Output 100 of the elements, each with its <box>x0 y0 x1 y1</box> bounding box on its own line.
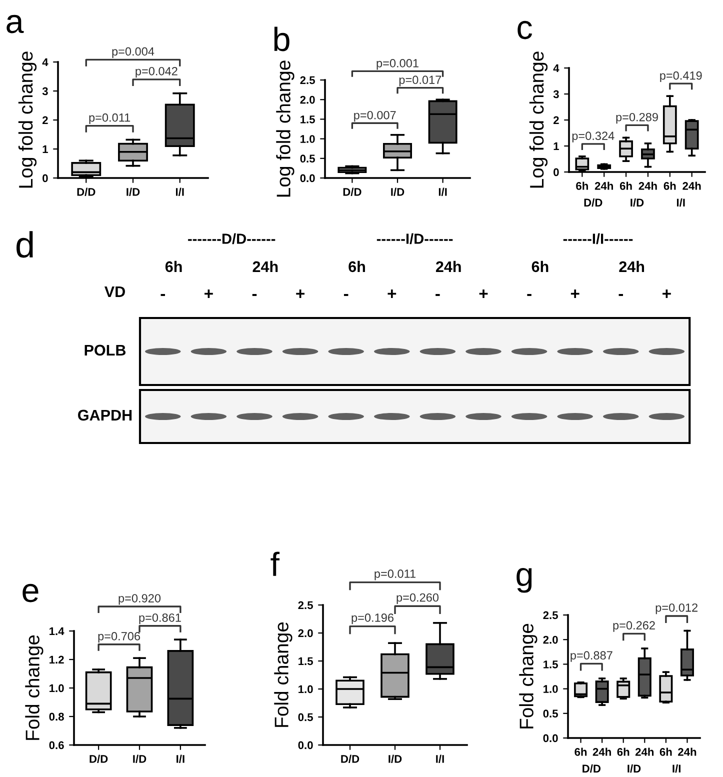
x-tick-label: I/I <box>176 188 184 196</box>
y-tick-label: 0.0 <box>300 174 315 182</box>
x-tick-label: 6h <box>620 182 632 190</box>
x-tick-label: 24h <box>592 748 611 756</box>
y-tick-label: 0.0 <box>298 741 313 750</box>
text: 6h <box>532 260 548 272</box>
annotation: p=0.419 <box>660 71 702 82</box>
text: GAPDH <box>78 410 132 421</box>
annotation: p=0.196 <box>352 613 394 624</box>
y-axis-title: Fold change <box>25 635 44 740</box>
y-tick-label: 2 <box>553 116 559 124</box>
y-tick-label: 0.5 <box>298 713 313 722</box>
x-tick-label: I/I <box>438 188 447 196</box>
x-tick-label: I/D <box>388 754 402 763</box>
annotation: p=0.706 <box>98 632 140 643</box>
y-tick-label: 1.0 <box>298 685 313 694</box>
text: - <box>252 294 257 296</box>
y-axis-title: Fold change <box>519 624 538 728</box>
text: 24h <box>252 260 278 272</box>
text: D/D <box>584 198 602 207</box>
x-tick-label: I/I <box>436 754 444 763</box>
y-tick-label: 1.0 <box>544 685 558 693</box>
x-tick-label: D/D <box>341 754 360 763</box>
annotation: p=0.007 <box>354 110 396 122</box>
chart-title: a <box>6 14 24 34</box>
text: 24h <box>619 260 644 272</box>
text: ------I/I------ <box>563 233 633 244</box>
text: + <box>296 290 304 298</box>
text: I/D <box>630 198 644 207</box>
y-tick-label: 0 <box>554 168 559 176</box>
y-tick-label: 2.0 <box>298 629 313 638</box>
y-tick-label: 0.0 <box>543 734 558 742</box>
y-axis-title: Fold change <box>274 622 292 727</box>
annotation: p=0.324 <box>572 132 614 142</box>
x-tick-label: D/D <box>343 188 362 196</box>
text: p=0.012 <box>656 603 698 614</box>
text: p=0.861 <box>139 613 181 624</box>
x-tick-label: I/D <box>391 188 404 196</box>
y-tick-label: 1.5 <box>298 657 313 666</box>
chart-title: g <box>516 568 532 593</box>
y-tick-label: 3 <box>42 87 48 96</box>
y-tick-label: 1.0 <box>50 684 64 692</box>
x-tick-label: 6h <box>660 748 672 756</box>
y-tick-label: 4 <box>42 58 48 66</box>
text: - <box>527 294 532 296</box>
annotation: p=0.262 <box>613 621 655 632</box>
text: D/D <box>582 764 601 773</box>
chart-title: b <box>274 26 290 52</box>
annotation: p=0.017 <box>399 76 442 86</box>
x-tick-label: 6h <box>617 748 630 756</box>
x-tick-label: 6h <box>576 182 588 190</box>
y-tick-label: 2.5 <box>543 611 558 620</box>
y-tick-label: 0.5 <box>543 710 558 718</box>
x-tick-label: I/D <box>133 754 146 763</box>
text: I/D <box>628 764 641 773</box>
x-tick-label: 6h <box>574 748 587 756</box>
y-tick-label: 1.5 <box>300 116 315 124</box>
text: -------D/D------ <box>188 233 276 244</box>
x-tick-label: 24h <box>678 748 696 756</box>
text: - <box>436 294 440 296</box>
chart-title: f <box>270 552 280 576</box>
x-tick-label: 6h <box>664 182 676 190</box>
text: POLB <box>84 344 126 356</box>
annotation: p=0.887 <box>570 651 612 662</box>
text: VD <box>104 286 125 297</box>
chart-title: c <box>518 20 532 40</box>
y-tick-label: 1.0 <box>300 135 315 143</box>
text: - <box>344 294 348 296</box>
y-tick-label: 0 <box>42 174 48 182</box>
text: ------I/D------ <box>376 233 453 244</box>
text: 24h <box>436 260 461 272</box>
y-tick-label: 2.5 <box>298 601 313 610</box>
x-tick-label: I/I <box>176 754 184 763</box>
text: - <box>160 294 166 296</box>
y-tick-label: 3 <box>553 90 559 98</box>
chart-title: e <box>22 584 38 602</box>
y-tick-label: 2.0 <box>543 636 558 644</box>
y-tick-label: 4 <box>553 64 560 72</box>
text: I/I <box>672 764 680 773</box>
annotation: p=0.042 <box>136 66 178 78</box>
text: - <box>618 294 624 296</box>
x-tick-label: 24h <box>594 182 613 190</box>
annotation: p=0.289 <box>616 112 658 124</box>
text: + <box>479 290 488 298</box>
annotation: p=0.011 <box>89 113 130 124</box>
x-tick-label: 24h <box>682 182 701 190</box>
y-tick-label: 1.4 <box>50 627 64 636</box>
text: 6h <box>165 260 182 272</box>
y-tick-label: 2.5 <box>300 76 315 84</box>
y-tick-label: 2.0 <box>300 96 315 104</box>
y-tick-label: 1 <box>554 142 559 150</box>
y-axis-title: Log fold change <box>18 52 37 188</box>
text: + <box>662 290 671 298</box>
y-tick-label: 1.2 <box>50 656 64 664</box>
text: + <box>204 290 213 298</box>
text: p=0.004 <box>112 47 154 58</box>
x-tick-label: D/D <box>90 754 108 763</box>
x-tick-label: 24h <box>635 748 654 756</box>
y-tick-label: 1 <box>42 145 48 154</box>
text: p=0.011 <box>374 570 416 580</box>
